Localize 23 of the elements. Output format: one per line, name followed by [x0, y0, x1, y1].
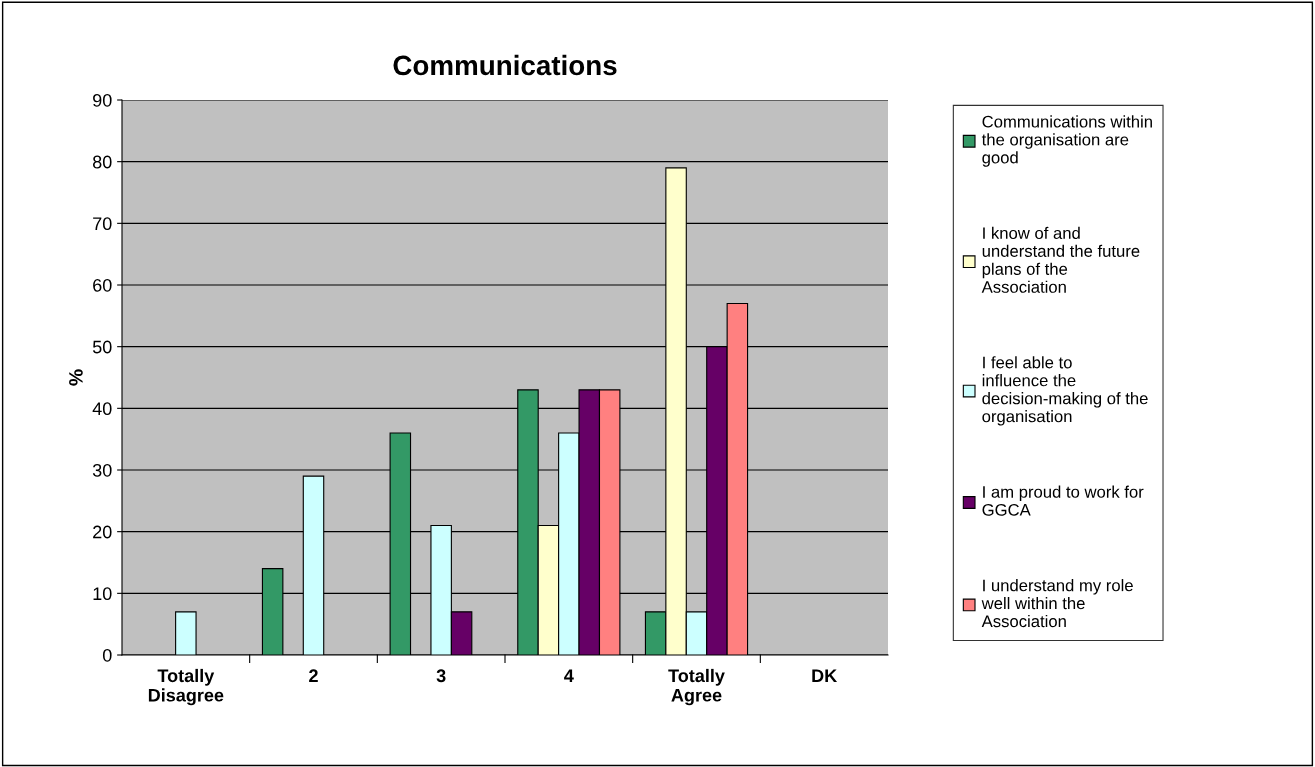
legend-label: I know of and understand the future plans of the Association: [981, 226, 1140, 293]
y-tick-label: 70: [93, 217, 112, 231]
x-tick-label: Totally Agree: [668, 668, 725, 706]
x-tick-label: Totally Disagree: [148, 668, 224, 706]
y-tick-label: 60: [93, 278, 112, 292]
legend-label: Communications within the organisation are good: [981, 115, 1152, 167]
x-tick-label: 3: [436, 669, 446, 683]
chart-title: Communications: [393, 54, 617, 76]
y-tick-label: 20: [93, 525, 112, 539]
y-tick-label: 50: [92, 340, 112, 354]
y-tick-label: 40: [92, 402, 112, 416]
y-tick-label: 80: [92, 155, 112, 169]
legend-label: I am proud to work for GGCA: [982, 485, 1144, 516]
x-tick-label: DK: [812, 669, 838, 682]
legend-label: I feel able to influence the decision-making of the organisation: [982, 356, 1148, 426]
x-tick-label: 2: [309, 669, 318, 682]
y-tick-label: 10: [93, 587, 112, 601]
x-tick-label: 4: [564, 669, 574, 682]
y-tick-label: 90: [93, 93, 112, 107]
y-tick-label: 30: [92, 463, 112, 477]
y-tick-label: 0: [102, 648, 112, 662]
y-axis-title: %: [69, 369, 83, 386]
legend-label: I understand my role well within the Association: [981, 579, 1133, 628]
